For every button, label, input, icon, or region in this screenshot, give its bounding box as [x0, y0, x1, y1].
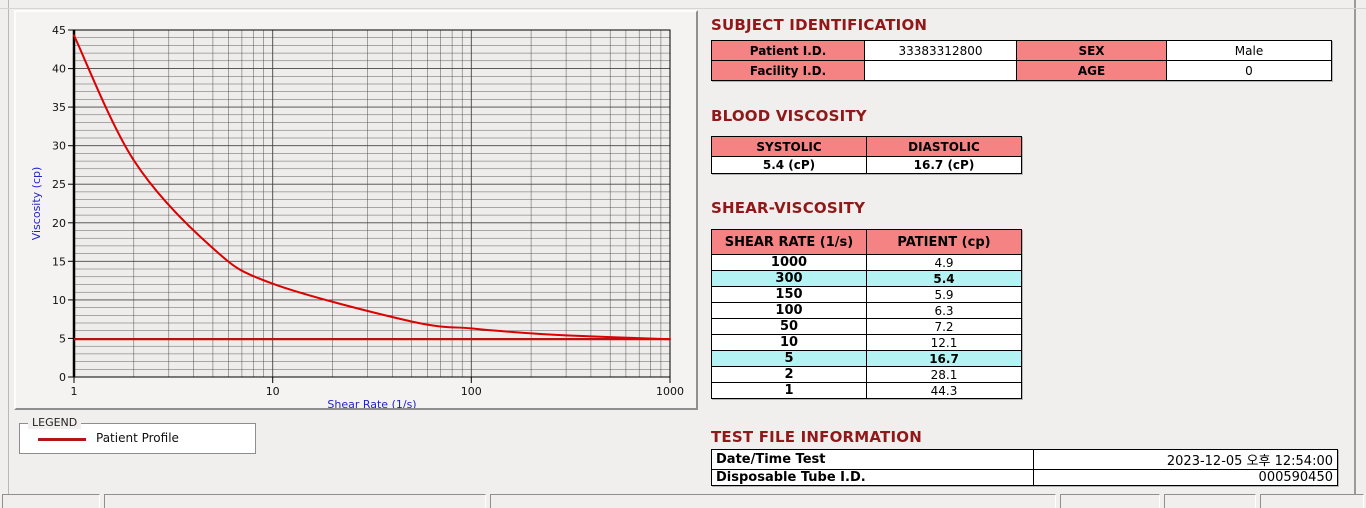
table-row: Date/Time Test 2023-12-05 오후 12:54:00 [711, 449, 1338, 470]
status-bar-segment [2, 494, 100, 508]
patient-id-label: Patient I.D. [711, 40, 865, 61]
age-label: AGE [1016, 60, 1167, 81]
status-bar-segment [490, 494, 1056, 508]
shear-rate-cell: 100 [711, 302, 867, 319]
subject-identification-title: SUBJECT IDENTIFICATION [711, 16, 928, 34]
svg-text:25: 25 [52, 178, 66, 191]
legend-groupbox-title: LEGEND [28, 416, 82, 429]
window-right-border [1354, 0, 1356, 508]
subject-identification-table: Patient I.D. 33383312800 SEX Male Facili… [711, 40, 1332, 81]
svg-text:15: 15 [52, 255, 66, 268]
svg-text:100: 100 [461, 385, 482, 398]
patient-viscosity-cell: 12.1 [866, 334, 1022, 351]
facility-id-label: Facility I.D. [711, 60, 865, 81]
shear-viscosity-row: 1 44.3 [711, 382, 1022, 399]
shear-rate-cell: 300 [711, 270, 867, 287]
patient-viscosity-cell: 4.9 [866, 254, 1022, 271]
systolic-value: 5.4 (cP) [711, 156, 867, 174]
patient-viscosity-cell: 16.7 [866, 350, 1022, 367]
table-row: SYSTOLIC DIASTOLIC [711, 136, 1022, 157]
shear-viscosity-title: SHEAR-VISCOSITY [711, 199, 866, 217]
shear-viscosity-row: 50 7.2 [711, 318, 1022, 335]
status-bar-segment [1164, 494, 1256, 508]
sex-value: Male [1166, 40, 1332, 61]
shear-rate-cell: 2 [711, 366, 867, 383]
shear-viscosity-row: 2 28.1 [711, 366, 1022, 383]
shear-viscosity-row: 10 12.1 [711, 334, 1022, 351]
disposable-tube-id-label: Disposable Tube I.D. [711, 469, 1034, 486]
shear-viscosity-row: 1000 4.9 [711, 254, 1022, 271]
shear-rate-cell: 50 [711, 318, 867, 335]
shear-rate-cell: 1 [711, 382, 867, 399]
shear-rate-header: SHEAR RATE (1/s) [711, 229, 867, 255]
shear-rate-cell: 5 [711, 350, 867, 367]
disposable-tube-id-value: 000590450 [1033, 469, 1338, 486]
legend-series-label: Patient Profile [96, 431, 179, 445]
svg-text:0: 0 [59, 371, 66, 384]
status-bar-segment [1060, 494, 1160, 508]
svg-text:40: 40 [52, 63, 66, 76]
patient-viscosity-cell: 6.3 [866, 302, 1022, 319]
shear-viscosity-row: 100 6.3 [711, 302, 1022, 319]
svg-text:10: 10 [266, 385, 280, 398]
status-bar-segment [1260, 494, 1364, 508]
diastolic-value: 16.7 (cP) [866, 156, 1022, 174]
svg-text:10: 10 [52, 294, 66, 307]
svg-text:20: 20 [52, 217, 66, 230]
systolic-header: SYSTOLIC [711, 136, 867, 157]
shear-viscosity-chart: 0 5 10 15 20 25 30 35 40 45 1 10 100 1000 Viscosity (c… [30, 24, 684, 408]
date-time-test-value: 2023-12-05 오후 12:54:00 [1033, 449, 1338, 470]
blood-viscosity-table: SYSTOLIC DIASTOLIC 5.4 (cP) 16.7 (cP) [711, 136, 1022, 174]
shear-rate-cell: 10 [711, 334, 867, 351]
patient-viscosity-cell: 28.1 [866, 366, 1022, 383]
svg-text:30: 30 [52, 140, 66, 153]
svg-text:1: 1 [71, 385, 78, 398]
shear-viscosity-row: 300 5.4 [711, 270, 1022, 287]
svg-text:45: 45 [52, 24, 66, 37]
shear-rate-cell: 1000 [711, 254, 867, 271]
table-row: 5.4 (cP) 16.7 (cP) [711, 156, 1022, 174]
status-bar-segment [104, 494, 486, 508]
patient-viscosity-cell: 5.4 [866, 270, 1022, 287]
shear-viscosity-table: SHEAR RATE (1/s) PATIENT (cp) 1000 4.9 300… [711, 229, 1022, 399]
blood-viscosity-title: BLOOD VISCOSITY [711, 107, 867, 125]
table-row: Facility I.D. AGE 0 [711, 60, 1332, 81]
patient-cp-header: PATIENT (cp) [866, 229, 1022, 255]
patient-profile-line-swatch [38, 438, 86, 441]
shear-rate-cell: 150 [711, 286, 867, 303]
viscosity-chart-panel: 0 5 10 15 20 25 30 35 40 45 1 10 100 1000 Viscosity (c… [14, 10, 698, 410]
patient-id-value: 33383312800 [864, 40, 1017, 61]
age-value: 0 [1166, 60, 1332, 81]
shear-viscosity-row: 5 16.7 [711, 350, 1022, 367]
facility-id-value [864, 60, 1017, 81]
svg-text:Shear Rate (1/s): Shear Rate (1/s) [327, 398, 416, 408]
window-left-border [8, 0, 9, 508]
window-top-border [0, 8, 1366, 9]
table-row: SHEAR RATE (1/s) PATIENT (cp) [711, 229, 1022, 255]
svg-text:5: 5 [59, 332, 66, 345]
table-row: Patient I.D. 33383312800 SEX Male [711, 40, 1332, 61]
patient-viscosity-cell: 5.9 [866, 286, 1022, 303]
shear-viscosity-row: 150 5.9 [711, 286, 1022, 303]
diastolic-header: DIASTOLIC [866, 136, 1022, 157]
svg-text:35: 35 [52, 101, 66, 114]
svg-text:1000: 1000 [656, 385, 684, 398]
status-bar [0, 492, 1366, 508]
test-file-information-title: TEST FILE INFORMATION [711, 428, 922, 446]
patient-viscosity-cell: 7.2 [866, 318, 1022, 335]
test-file-information-table: Date/Time Test 2023-12-05 오후 12:54:00 Di… [711, 449, 1338, 486]
patient-viscosity-cell: 44.3 [866, 382, 1022, 399]
table-row: Disposable Tube I.D. 000590450 [711, 469, 1338, 486]
date-time-test-label: Date/Time Test [711, 449, 1034, 470]
sex-label: SEX [1016, 40, 1167, 61]
svg-text:Viscosity (cp): Viscosity (cp) [30, 167, 43, 241]
